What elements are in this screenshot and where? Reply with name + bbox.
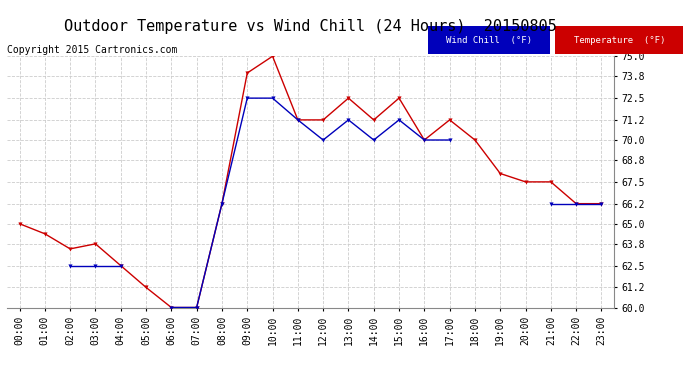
FancyBboxPatch shape (555, 26, 683, 54)
Text: Wind Chill  (°F): Wind Chill (°F) (446, 36, 532, 45)
Text: Copyright 2015 Cartronics.com: Copyright 2015 Cartronics.com (7, 45, 177, 55)
FancyBboxPatch shape (428, 26, 551, 54)
Text: Outdoor Temperature vs Wind Chill (24 Hours)  20150805: Outdoor Temperature vs Wind Chill (24 Ho… (64, 19, 557, 34)
Text: Temperature  (°F): Temperature (°F) (573, 36, 665, 45)
